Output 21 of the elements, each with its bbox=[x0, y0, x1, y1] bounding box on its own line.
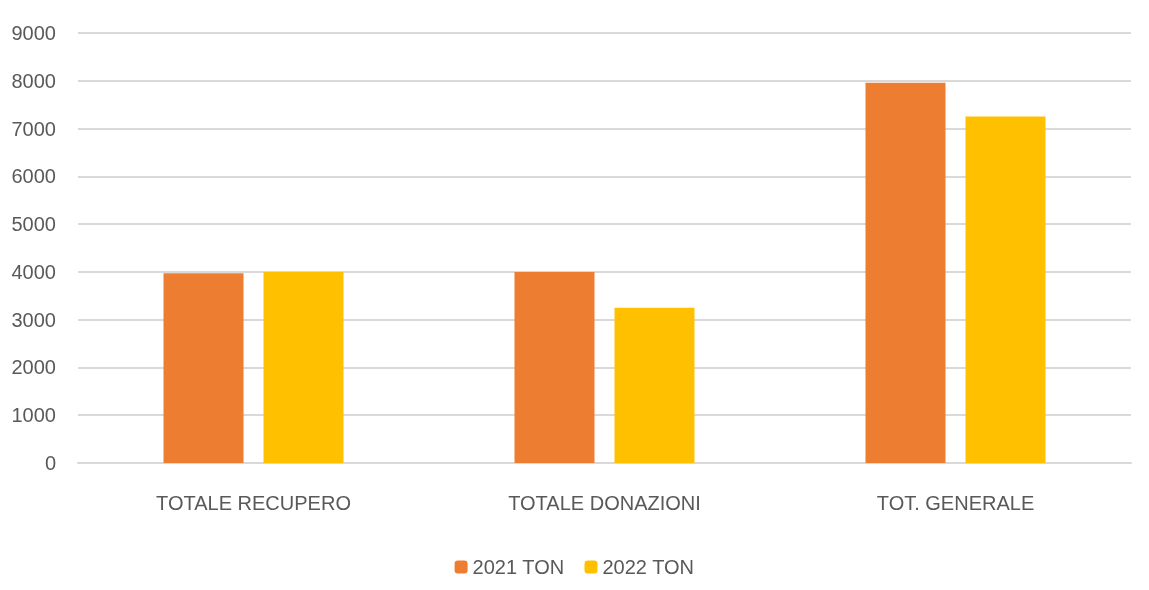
x-tick-label: TOTALE RECUPERO bbox=[156, 492, 351, 514]
y-tick-label: 7000 bbox=[11, 117, 56, 140]
legend-label: 2021 TON bbox=[472, 556, 565, 578]
bar bbox=[965, 116, 1046, 463]
y-tick-label: 1000 bbox=[11, 404, 56, 427]
legend-label: 2022 TON bbox=[602, 556, 695, 578]
x-tick-label: TOT. GENERALE bbox=[876, 492, 1035, 514]
y-tick-label: 9000 bbox=[11, 22, 56, 44]
y-tick-label: 3000 bbox=[11, 308, 56, 331]
y-tick-label: 5000 bbox=[11, 213, 56, 236]
x-tick-label: TOTALE DONAZIONI bbox=[508, 492, 701, 514]
y-tick-label: 6000 bbox=[11, 165, 56, 188]
bar bbox=[614, 307, 695, 463]
bar bbox=[263, 271, 344, 463]
bar bbox=[163, 273, 244, 463]
y-tick-label: 0 bbox=[44, 452, 56, 474]
bar bbox=[865, 82, 946, 463]
bar bbox=[514, 271, 595, 463]
y-tick-label: 4000 bbox=[11, 260, 56, 283]
y-tick-label: 8000 bbox=[11, 69, 56, 92]
y-tick-label: 2000 bbox=[11, 356, 56, 379]
